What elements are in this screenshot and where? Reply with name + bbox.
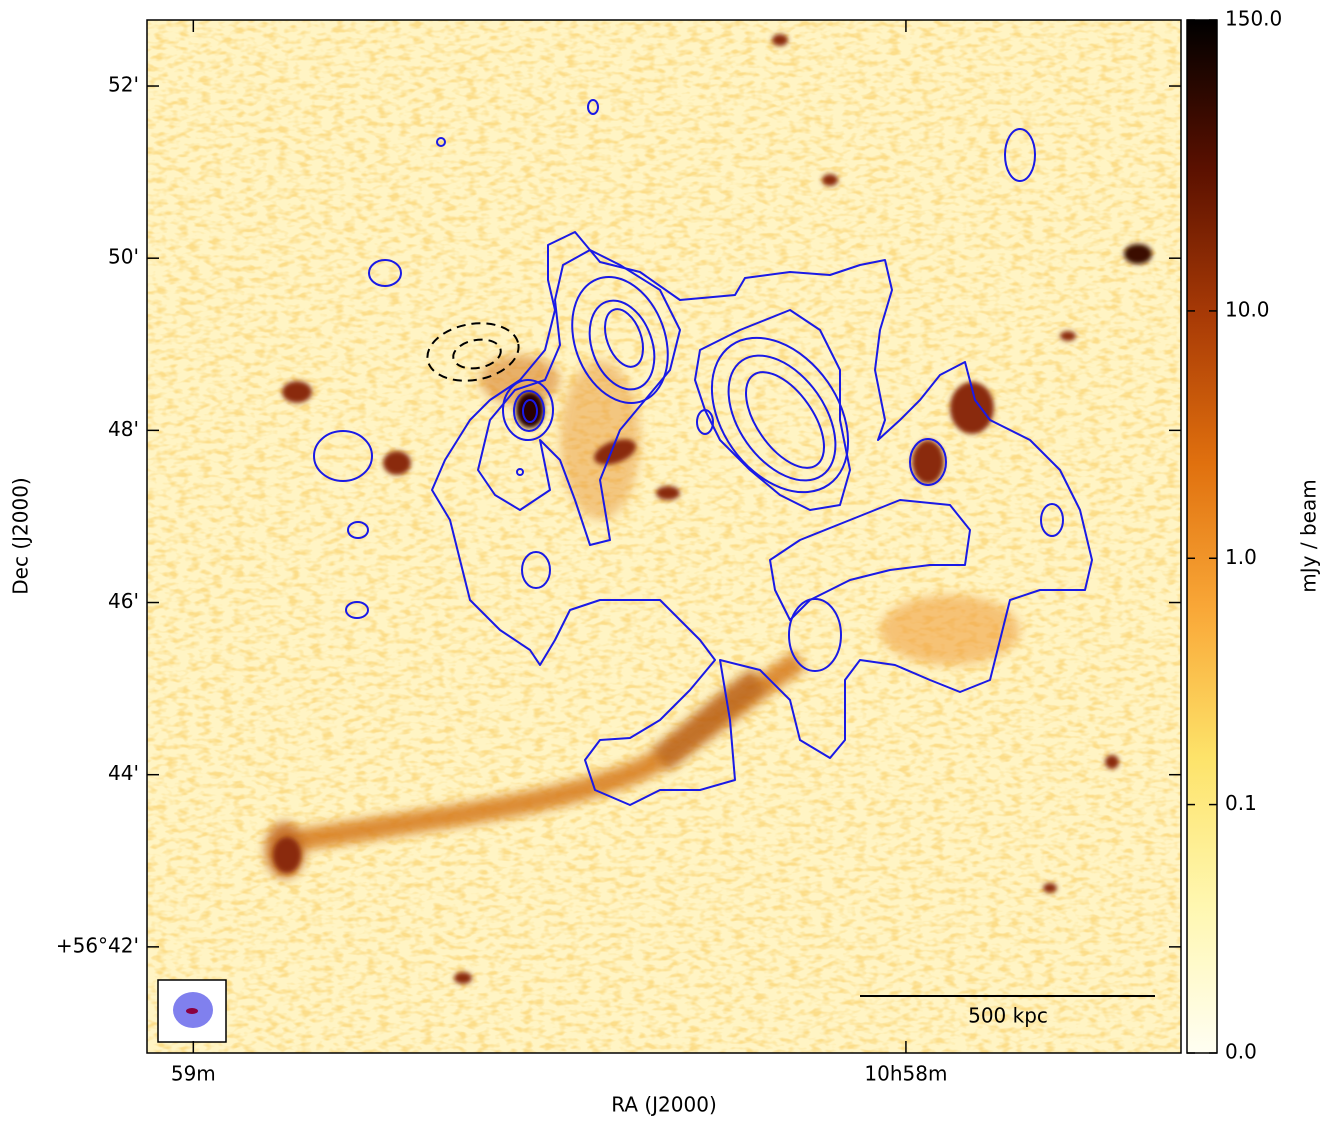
y-tick-label: 46'	[108, 589, 139, 613]
y-tick-label: 52'	[108, 73, 139, 97]
y-axis-label: Dec (J2000)	[9, 477, 33, 594]
colorbar-tick-label: 0.0	[1225, 1040, 1257, 1064]
colorbar-tick-label: 10.0	[1225, 297, 1270, 321]
scale-bar-label: 500 kpc	[968, 1004, 1048, 1028]
colorbar-tick-label: 150.0	[1225, 7, 1282, 31]
colorbar-tick-label: 0.1	[1225, 791, 1257, 815]
figure: 500 kpc RA (J2000) Dec (J2000) mJy / bea…	[0, 0, 1328, 1120]
radio-image	[147, 20, 1181, 1053]
x-tick-label: 10h58m	[864, 1062, 947, 1086]
x-tick-label: 59m	[171, 1062, 216, 1086]
y-tick-label: 44'	[108, 761, 139, 785]
y-tick-label: 48'	[108, 417, 139, 441]
colorbar-label: mJy / beam	[1297, 479, 1321, 592]
colorbar	[1187, 20, 1217, 1053]
x-axis-label: RA (J2000)	[611, 1093, 717, 1117]
y-tick-label: +56°42'	[56, 933, 139, 957]
colorbar-tick-label: 1.0	[1225, 545, 1257, 569]
y-tick-label: 50'	[108, 245, 139, 269]
